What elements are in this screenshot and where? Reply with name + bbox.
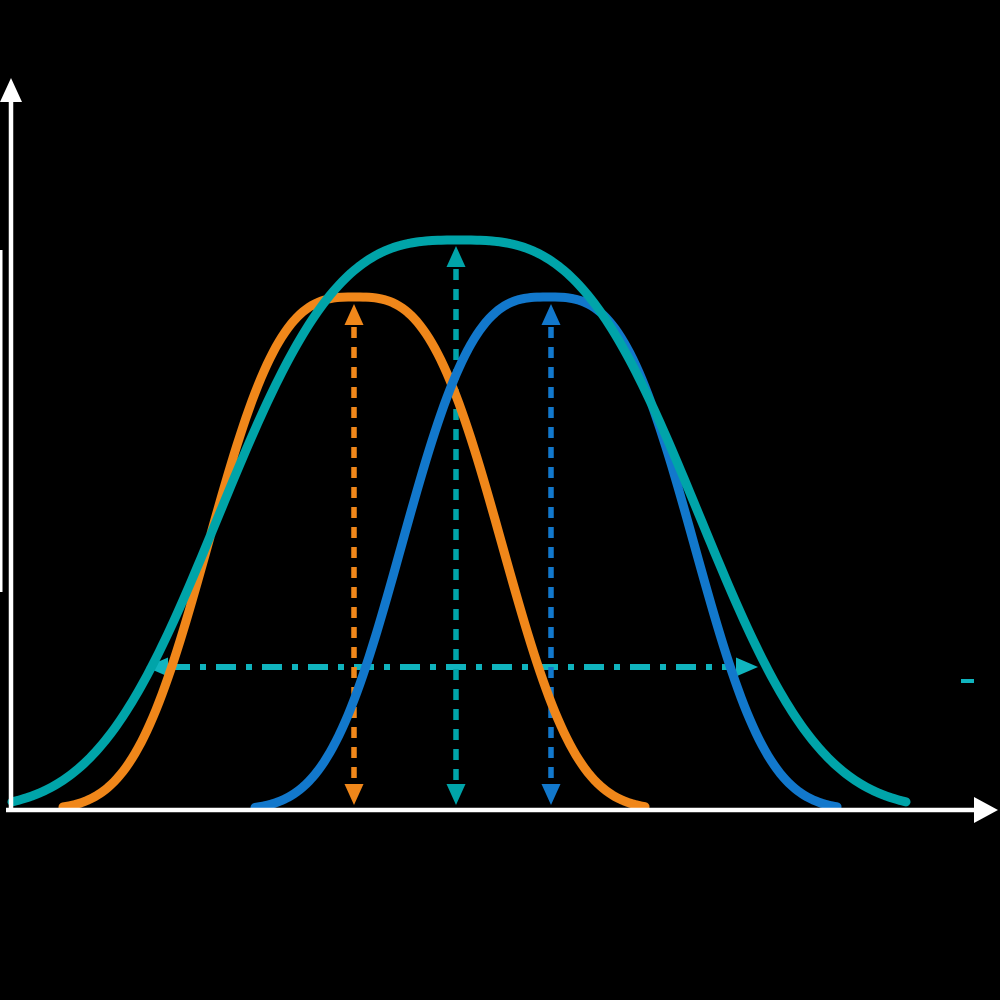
left-edge-line-fragment [0, 250, 3, 592]
up-arrowhead-icon [541, 304, 561, 325]
down-arrowhead-icon [541, 784, 561, 805]
orange-bell-curve [58, 292, 650, 812]
teal-wide-bell-curve [7, 235, 911, 807]
blue-bell-curve [250, 292, 842, 812]
y-axis-arrowhead-icon [0, 78, 22, 102]
left-arrowhead-icon [146, 657, 168, 677]
up-arrowhead-icon [446, 246, 466, 267]
down-arrowhead-icon [344, 784, 364, 805]
up-arrowhead-icon [344, 304, 364, 325]
down-arrowhead-icon [446, 784, 466, 805]
right-arrowhead-icon [736, 657, 758, 677]
x-axis-arrowhead-icon [974, 797, 998, 823]
